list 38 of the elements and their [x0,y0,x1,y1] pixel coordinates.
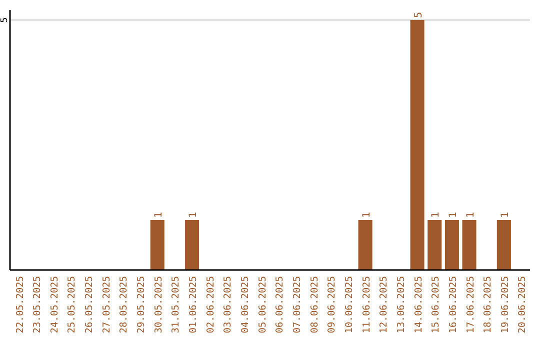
x-tick-label: 08.06.2025 [309,276,320,334]
x-tick-label: 20.06.2025 [517,276,528,334]
x-tick-label: 27.05.2025 [101,276,112,334]
x-tick-label: 10.06.2025 [344,276,355,334]
data-label: 1 [448,212,459,218]
x-tick-label: 03.06.2025 [222,276,234,334]
x-tick-label: 29.05.2025 [136,276,148,334]
x-tick-label: 15.06.2025 [430,276,442,334]
x-tick-label: 12.06.2025 [378,276,390,334]
x-tick-label: 07.06.2025 [292,276,303,334]
data-label: 1 [500,212,511,218]
x-tick-label: 02.06.2025 [205,276,216,334]
x-tick-label: 23.05.2025 [32,276,44,334]
data-label: 1 [153,212,164,218]
x-tick-label: 26.05.2025 [84,276,96,334]
x-tick-label: 28.05.2025 [118,276,130,334]
x-tick-label: 18.06.2025 [482,276,494,334]
x-tick-label: 19.06.2025 [500,276,511,334]
x-tick-label: 01.06.2025 [188,276,200,334]
x-tick-label: 30.05.2025 [153,276,164,334]
x-tick-label: 22.05.2025 [14,276,26,334]
data-label: 1 [430,212,442,218]
data-label: 1 [465,212,476,218]
x-tick-label: 05.06.2025 [257,276,268,334]
x-tick-label: 25.05.2025 [66,276,78,334]
x-tick-label: 09.06.2025 [326,276,338,334]
x-tick-label: 11.06.2025 [361,276,372,334]
data-label: 1 [188,212,200,218]
x-tick-label: 13.06.2025 [396,276,407,334]
x-tick-label: 31.05.2025 [170,276,182,334]
x-tick-label: 06.06.2025 [274,276,286,334]
data-label: 5 [413,12,424,18]
data-label: 1 [361,212,372,218]
x-tick-label: 24.05.2025 [49,276,60,334]
x-tick-label: 14.06.2025 [413,276,424,334]
x-tick-label: 16.06.2025 [448,276,459,334]
x-tick-label: 17.06.2025 [465,276,476,334]
x-tick-label: 04.06.2025 [240,276,252,334]
